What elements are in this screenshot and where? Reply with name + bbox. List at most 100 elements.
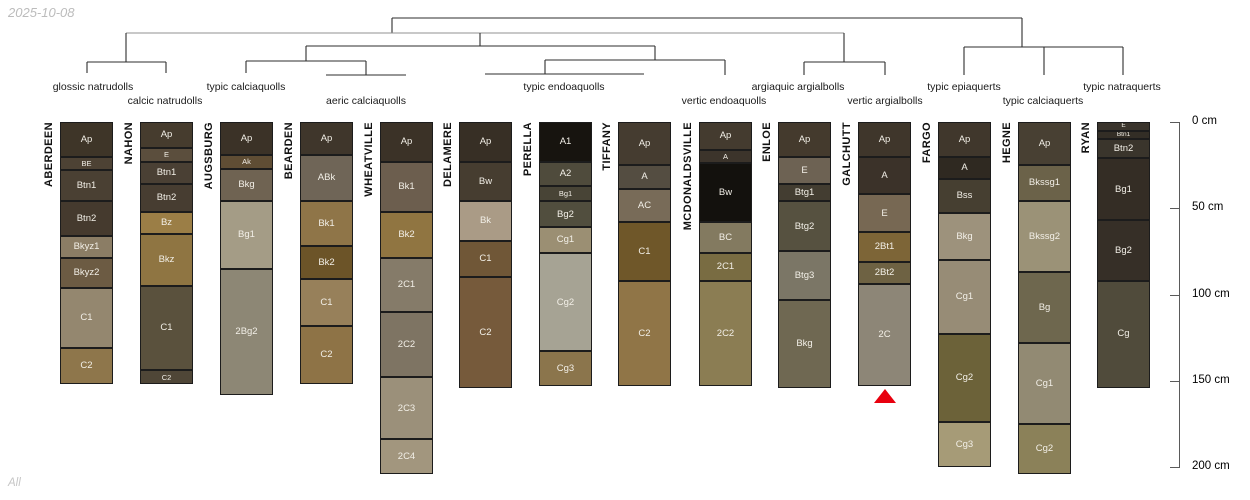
- horizon-mcdonaldsville-2c1: 2C1: [699, 253, 752, 281]
- subgroup-label: vertic endoaquolls: [682, 95, 767, 107]
- horizon-fargo-cg2: Cg2: [938, 334, 991, 423]
- horizon-fargo-bkg: Bkg: [938, 213, 991, 260]
- subgroup-label: typic calciaquolls: [207, 81, 286, 93]
- horizon-enloe-btg3: Btg3: [778, 251, 831, 300]
- horizon-mcdonaldsville-bw: Bw: [699, 163, 752, 223]
- horizon-ryan-e: E: [1097, 122, 1150, 131]
- horizon-fargo-a: A: [938, 156, 991, 179]
- horizon-augsburg-bg1: Bg1: [220, 201, 273, 269]
- horizon-wheatville-ap: Ap: [380, 122, 433, 162]
- horizon-galchutt-2c: 2C: [858, 284, 911, 386]
- horizon-tiffany-ac: AC: [618, 189, 671, 223]
- horizon-perella-a1: A1: [539, 122, 592, 162]
- horizon-wheatville-2c1: 2C1: [380, 258, 433, 312]
- footer-annotation: All: [8, 477, 21, 489]
- series-label-galchutt: GALCHUTT: [841, 122, 853, 186]
- horizon-bearden-bk1: Bk1: [300, 201, 353, 247]
- depth-axis-label: 200 cm: [1192, 460, 1230, 472]
- subgroup-label: calcic natrudolls: [128, 95, 203, 107]
- horizon-aberdeen-c2: C2: [60, 347, 113, 385]
- horizon-enloe-e: E: [778, 156, 831, 185]
- horizon-tiffany-c1: C1: [618, 222, 671, 281]
- subgroup-label: typic natraquerts: [1083, 81, 1161, 93]
- horizon-fargo-bss: Bss: [938, 178, 991, 214]
- series-label-aberdeen: ABERDEEN: [43, 122, 55, 187]
- horizon-ryan-bg2: Bg2: [1097, 220, 1150, 281]
- horizon-perella-cg2: Cg2: [539, 253, 592, 352]
- horizon-mcdonaldsville-ap: Ap: [699, 122, 752, 150]
- depth-axis-label: 0 cm: [1192, 115, 1217, 127]
- horizon-perella-bg1: Bg1: [539, 185, 592, 202]
- horizon-delamere-bw: Bw: [459, 161, 512, 202]
- horizon-galchutt-a: A: [858, 156, 911, 195]
- depth-axis-line: [1179, 122, 1181, 468]
- horizon-ryan-btn1: Btn1: [1097, 130, 1150, 140]
- depth-axis-tick: [1170, 380, 1179, 382]
- series-label-wheatville: WHEATVILLE: [363, 122, 375, 197]
- series-label-mcdonaldsville: MCDONALDSVILLE: [682, 122, 694, 231]
- horizon-nahon-bkz: Bkz: [140, 234, 193, 286]
- horizon-hegne-bkssg2: Bkssg2: [1018, 201, 1071, 273]
- horizon-nahon-c1: C1: [140, 285, 193, 371]
- depth-axis-tick: [1170, 122, 1179, 124]
- horizon-augsburg-ap: Ap: [220, 122, 273, 155]
- horizon-delamere-c2: C2: [459, 277, 512, 388]
- series-label-tiffany: TIFFANY: [601, 122, 613, 171]
- horizon-mcdonaldsville-a: A: [699, 149, 752, 164]
- horizon-bearden-abk: ABk: [300, 154, 353, 202]
- subgroup-label: typic endoaquolls: [523, 81, 604, 93]
- series-label-ryan: RYAN: [1080, 122, 1092, 154]
- series-label-augsburg: AUGSBURG: [203, 122, 215, 190]
- series-label-delamere: DELAMERE: [442, 122, 454, 187]
- horizon-enloe-btg2: Btg2: [778, 201, 831, 252]
- horizon-wheatville-2c4: 2C4: [380, 439, 433, 474]
- horizon-mcdonaldsville-bc: BC: [699, 222, 752, 254]
- horizon-nahon-ap: Ap: [140, 122, 193, 148]
- horizon-bearden-c2: C2: [300, 325, 353, 385]
- horizon-nahon-c2: C2: [140, 370, 193, 385]
- horizon-perella-a2: A2: [539, 161, 592, 186]
- horizon-ryan-cg: Cg: [1097, 280, 1150, 388]
- horizon-hegne-bkssg1: Bkssg1: [1018, 165, 1071, 202]
- horizon-enloe-ap: Ap: [778, 122, 831, 157]
- horizon-aberdeen-be: BE: [60, 156, 113, 171]
- horizon-mcdonaldsville-2c2: 2C2: [699, 280, 752, 386]
- horizon-galchutt-2bt1: 2Bt1: [858, 232, 911, 262]
- series-label-hegne: HEGNE: [1001, 122, 1013, 164]
- horizon-tiffany-c2: C2: [618, 280, 671, 386]
- depth-axis-label: 100 cm: [1192, 287, 1230, 300]
- horizon-wheatville-2c3: 2C3: [380, 377, 433, 440]
- horizon-aberdeen-c1: C1: [60, 287, 113, 348]
- horizon-bearden-ap: Ap: [300, 122, 353, 155]
- subgroup-label: argiaquic argialbolls: [752, 81, 845, 93]
- red-triangle-marker: [873, 388, 896, 403]
- horizon-aberdeen-btn2: Btn2: [60, 201, 113, 236]
- horizon-perella-cg1: Cg1: [539, 227, 592, 254]
- horizon-nahon-btn1: Btn1: [140, 161, 193, 185]
- horizon-augsburg-bkg: Bkg: [220, 168, 273, 202]
- horizon-nahon-e: E: [140, 147, 193, 162]
- subgroup-label: glossic natrudolls: [53, 81, 134, 93]
- horizon-aberdeen-ap: Ap: [60, 122, 113, 157]
- horizon-aberdeen-bkyz1: Bkyz1: [60, 235, 113, 259]
- depth-axis-label: 150 cm: [1192, 373, 1230, 386]
- horizon-galchutt-ap: Ap: [858, 122, 911, 157]
- series-label-enloe: ENLOE: [761, 122, 773, 162]
- horizon-delamere-ap: Ap: [459, 122, 512, 162]
- horizon-hegne-cg2: Cg2: [1018, 423, 1071, 474]
- horizon-nahon-btn2: Btn2: [140, 184, 193, 212]
- horizon-augsburg-2bg2: 2Bg2: [220, 268, 273, 395]
- dendrogram: glossic natrudolls calcic natrudolls typic…: [53, 17, 1161, 107]
- series-label-perella: PERELLA: [522, 122, 534, 177]
- depth-axis-tick: [1170, 294, 1179, 296]
- horizon-ryan-bg1: Bg1: [1097, 158, 1150, 221]
- horizon-hegne-cg1: Cg1: [1018, 342, 1071, 424]
- horizon-hegne-ap: Ap: [1018, 122, 1071, 166]
- series-label-nahon: NAHON: [123, 122, 135, 165]
- depth-axis-tick: [1170, 467, 1179, 469]
- horizon-fargo-ap: Ap: [938, 122, 991, 157]
- horizon-perella-bg2: Bg2: [539, 201, 592, 228]
- horizon-fargo-cg1: Cg1: [938, 260, 991, 335]
- horizon-delamere-c1: C1: [459, 241, 512, 278]
- horizon-augsburg-ak: Ak: [220, 154, 273, 169]
